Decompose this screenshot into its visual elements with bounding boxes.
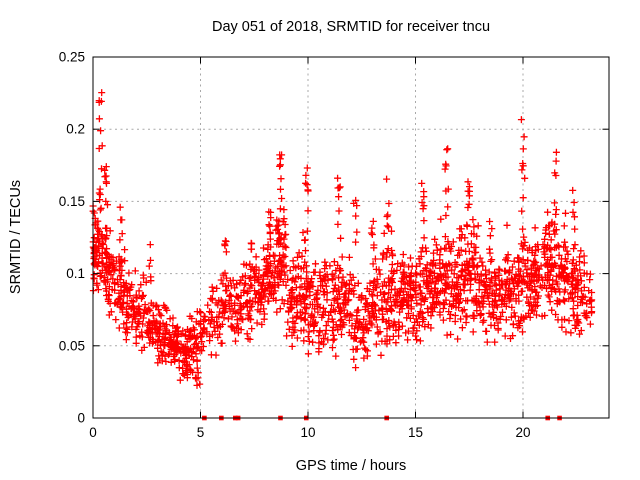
chart-title: Day 051 of 2018, SRMTID for receiver tnc… — [212, 19, 490, 35]
y-tick-label: 0 — [77, 411, 85, 426]
y-tick-labels: 0 0.05 0.1 0.15 0.2 0.25 — [59, 50, 85, 426]
axis-ticks — [92, 56, 609, 419]
x-tick-label: 5 — [197, 425, 205, 440]
x-tick-label: 10 — [300, 425, 315, 440]
gridlines — [93, 57, 609, 418]
srmtid-plus-markers — [89, 89, 596, 389]
x-tick-label: 15 — [408, 425, 423, 440]
y-tick-label: 0.2 — [66, 122, 85, 137]
y-tick-label: 0.15 — [59, 194, 85, 209]
y-tick-label: 0.05 — [59, 338, 85, 353]
y-tick-label: 0.1 — [66, 266, 85, 281]
x-axis-label: GPS time / hours — [296, 458, 406, 474]
plot-border — [92, 56, 610, 419]
x-tick-labels: 0 5 10 15 20 — [89, 425, 530, 440]
y-axis-label: SRMTID / TECUs — [8, 180, 24, 294]
x-tick-label: 0 — [89, 425, 97, 440]
y-tick-label: 0.25 — [59, 50, 85, 65]
x-tick-label: 20 — [515, 425, 530, 440]
scatter-points — [89, 89, 596, 389]
